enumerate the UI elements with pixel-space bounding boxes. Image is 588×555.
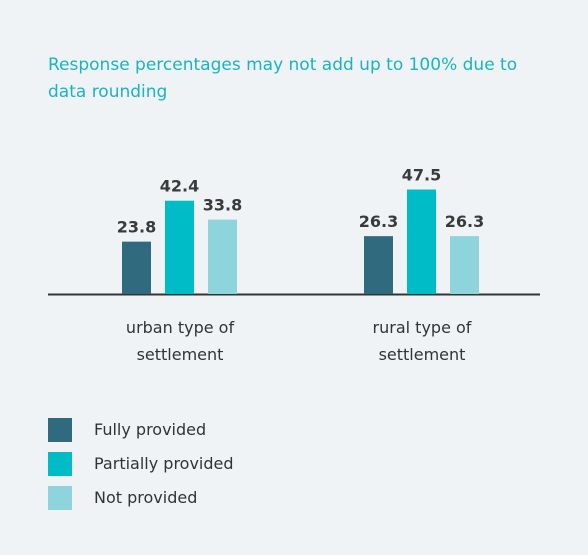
- legend-label: Not provided: [94, 488, 198, 507]
- chart-title: Response percentages may not add up to 1…: [48, 55, 518, 102]
- bar: [364, 236, 393, 294]
- legend-swatch: [48, 418, 72, 442]
- value-label: 26.3: [445, 212, 484, 231]
- bar: [122, 241, 151, 294]
- legend-label: Partially provided: [94, 454, 234, 473]
- value-label: 47.5: [402, 166, 441, 185]
- value-label: 26.3: [359, 212, 398, 231]
- bar: [450, 236, 479, 294]
- legend-swatch: [48, 452, 72, 476]
- x-tick-label: rural type of settlement: [372, 318, 472, 364]
- value-label: 42.4: [160, 177, 199, 196]
- bar: [407, 189, 436, 294]
- bar: [208, 219, 237, 294]
- value-label: 23.8: [117, 218, 156, 237]
- bar: [165, 200, 194, 294]
- legend-swatch: [48, 486, 72, 510]
- value-label: 33.8: [203, 196, 242, 215]
- legend-label: Fully provided: [94, 420, 207, 439]
- x-tick-label: urban type of settlement: [125, 318, 235, 364]
